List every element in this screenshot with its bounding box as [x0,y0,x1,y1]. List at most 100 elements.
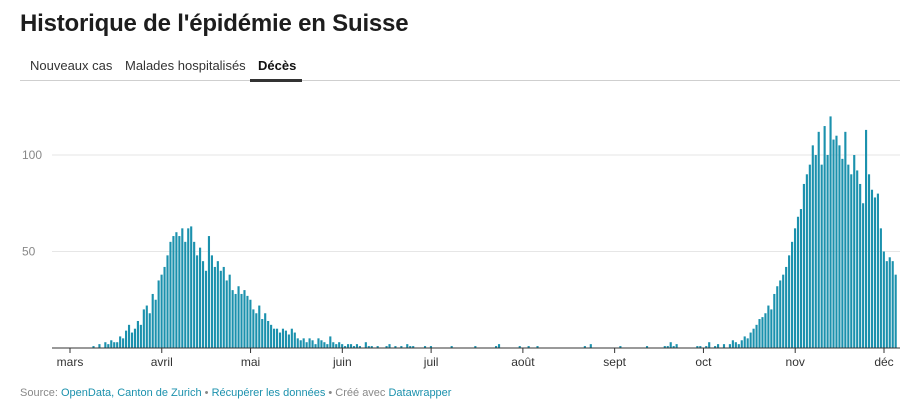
bar-day-71 [264,313,267,348]
bar-day-59 [228,274,231,348]
bar-day-276 [870,189,874,348]
bar-day-252 [799,209,803,348]
bar-day-221 [708,342,711,348]
y-tick-label-100: 100 [22,148,42,162]
bar-day-103 [358,346,361,348]
bar-day-97 [341,344,344,348]
bar-day-160 [527,346,530,348]
bar-day-283 [891,261,894,348]
bar-day-24 [125,330,128,348]
bar-day-101 [352,346,356,348]
bar-day-142 [474,346,477,348]
bar-day-78 [284,330,287,348]
bar-day-254 [805,174,808,348]
bar-day-84 [302,338,305,348]
footer-separator: • [201,387,212,399]
bar-day-275 [867,174,871,348]
bar-day-91 [323,342,326,348]
bar-day-261 [826,155,829,348]
x-tick-label-oct: oct [695,355,712,369]
bar-day-80 [290,328,293,348]
bar-day-272 [859,183,862,348]
bar-day-243 [773,293,776,348]
bar-day-102 [355,344,359,348]
source-prefix: Source: [20,387,61,399]
bar-day-23 [122,338,125,348]
bar-day-75 [275,328,279,348]
bar-day-22 [119,336,122,348]
x-tick-label-août: août [511,355,535,369]
bar-day-234 [746,338,749,348]
bar-day-235 [749,332,752,348]
bar-day-134 [450,346,453,348]
bar-day-62 [237,286,240,348]
x-tick-label-avril: avril [151,355,173,369]
bar-day-237 [755,324,758,348]
bar-day-96 [338,342,341,348]
bar-day-262 [829,116,832,349]
bar-day-248 [788,255,791,348]
bar-day-47 [193,241,196,348]
bar-day-278 [876,193,879,348]
bar-day-233 [743,336,746,348]
source-link[interactable]: OpenData, Canton de Zurich [60,387,202,399]
bar-day-251 [796,216,800,348]
bar-day-100 [349,344,353,348]
bar-day-48 [196,255,199,348]
bar-day-268 [847,164,850,348]
bar-day-240 [764,313,767,348]
bar-day-13 [92,346,95,348]
bar-day-232 [740,340,743,348]
deaths-bar-chart: 50 100 mars avril mai juin juil août sept oct nov d… [22,116,900,369]
tab-malades-hospitalises[interactable]: Malades hospitalisés [125,58,246,73]
bar-day-39 [169,241,172,348]
bar-day-95 [335,344,338,348]
bar-day-70 [261,319,264,348]
bar-day-121 [412,346,415,348]
bar-day-99 [347,344,350,348]
tab-deces[interactable]: Décès [258,58,297,73]
bar-day-34 [154,299,157,348]
bar-day-113 [388,344,391,348]
x-tick-label-déc: déc [874,355,893,369]
bar-day-112 [385,346,388,348]
datawrapper-link[interactable]: Datawrapper [388,387,452,399]
x-tick-label-mai: mai [241,355,260,369]
bar-day-29 [139,324,142,348]
bar-day-274 [865,129,868,348]
bar-day-89 [317,338,320,348]
bar-day-229 [731,340,734,348]
bar-day-87 [311,340,314,348]
bar-day-57 [222,266,225,348]
page-title: Historique de l'épidémie en Suisse [20,10,409,37]
bar-day-32 [148,313,151,348]
tab-nouveaux-cas[interactable]: Nouveaux cas [30,58,113,73]
bar-day-253 [802,183,805,348]
bar-day-279 [879,228,882,348]
bar-day-88 [314,344,317,348]
bar-day-277 [873,197,877,348]
bar-day-220 [705,346,708,348]
bar-day-79 [287,334,290,348]
bar-day-150 [497,344,501,348]
bar-day-257 [814,155,817,348]
bar-day-181 [589,344,592,348]
bar-day-109 [376,346,379,348]
bar-day-41 [175,232,178,348]
get-data-link[interactable]: Récupérer les données [211,387,326,399]
bar-day-207 [666,346,669,348]
bar-day-15 [98,344,101,348]
bar-day-250 [793,228,797,348]
bar-day-54 [213,266,216,348]
bar-day-119 [406,344,409,348]
created-with-text: • Créé avec [325,387,389,399]
bar-day-241 [767,305,770,348]
bar-day-36 [160,274,163,348]
bar-day-64 [243,290,246,348]
bar-day-98 [344,346,347,348]
bar-day-67 [252,309,255,348]
tab-bar: Nouveaux cas Malades hospitalisés Décès [20,52,900,82]
bar-day-49 [199,247,202,348]
bar-day-249 [791,241,794,348]
bar-day-82 [296,338,299,348]
